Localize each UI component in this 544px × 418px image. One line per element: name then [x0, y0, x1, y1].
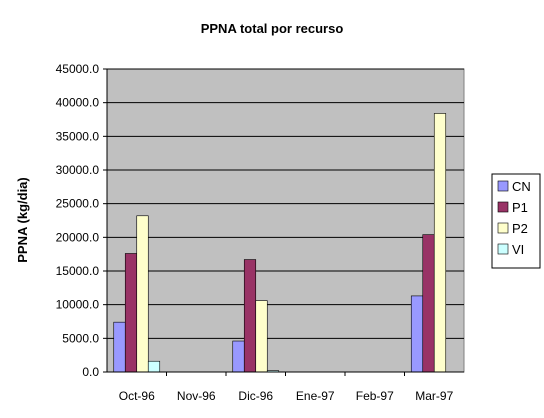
legend-swatch-p2: [497, 222, 509, 234]
legend-label-p2: P2: [512, 221, 528, 236]
x-axis-ticks: Oct-96 Nov-96 Dic-96 Ene-97 Feb-97 Mar-97: [119, 372, 454, 403]
x-tick-label: Dic-96: [238, 389, 273, 403]
y-tick-label: 45000.0: [56, 62, 100, 76]
legend-label-cn: CN: [512, 179, 531, 194]
bar-cn-dic-96: [232, 340, 245, 373]
x-tick-label: Feb-97: [356, 389, 394, 403]
bar-p2-oct-96: [136, 215, 149, 373]
bar-p2-dic-96: [255, 300, 268, 373]
y-tick-label: 15000.0: [56, 264, 100, 278]
plot-area: [106, 68, 465, 373]
legend-swatch-vi: [497, 243, 509, 255]
y-tick-label: 5000.0: [62, 331, 99, 345]
bar-p1-dic-96: [243, 259, 257, 373]
y-axis-label: PPNA (kg/dia): [15, 177, 30, 262]
chart-title: PPNA total por recurso: [201, 21, 344, 36]
y-tick-label: 0.0: [82, 365, 99, 379]
y-tick-label: 20000.0: [56, 230, 100, 244]
legend-swatch-p1: [497, 201, 509, 213]
x-tick-label: Oct-96: [119, 389, 155, 403]
x-tick-label: Ene-97: [296, 389, 335, 403]
x-tick-label: Mar-97: [415, 389, 453, 403]
y-tick-label: 25000.0: [56, 197, 100, 211]
gridlines: [107, 68, 464, 339]
bar-p1-mar-97: [422, 234, 435, 373]
legend-swatch-cn: [497, 180, 509, 192]
bar-p2-mar-97: [433, 113, 447, 373]
y-tick-label: 10000.0: [56, 298, 100, 312]
legend-label-p1: P1: [512, 200, 528, 215]
bar-p1-oct-96: [124, 253, 138, 373]
y-tick-label: 30000.0: [56, 163, 100, 177]
legend-label-vi: VI: [512, 242, 524, 257]
y-tick-label: 40000.0: [56, 96, 100, 110]
y-axis-ticks: 0.0 5000.0 10000.0 15000.0 20000.0 25000.0 300…: [56, 62, 107, 379]
legend: CN P1 P2 VI: [491, 173, 541, 269]
x-tick-label: Nov-96: [177, 389, 216, 403]
bar-vi-oct-96: [147, 360, 161, 373]
y-tick-label: 35000.0: [56, 129, 100, 143]
bar-cn-oct-96: [113, 321, 126, 373]
bar-cn-mar-97: [410, 295, 424, 373]
